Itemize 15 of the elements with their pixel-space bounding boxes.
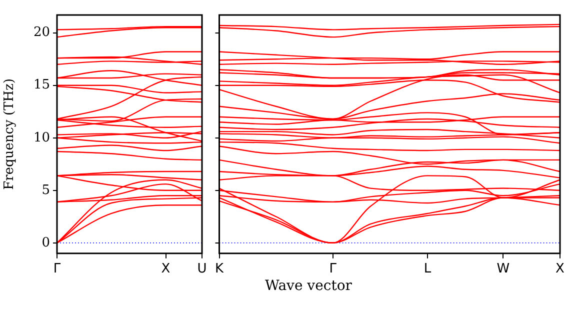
y-tick-label: 5 — [42, 182, 50, 198]
x-tick-label: Γ — [53, 262, 62, 277]
y-tick-label: 15 — [33, 78, 50, 93]
x-tick-label: Γ — [329, 262, 338, 277]
x-tick-label: X — [556, 262, 565, 277]
x-axis-title: Wave vector — [264, 278, 353, 294]
x-tick-label: L — [424, 262, 432, 277]
y-tick-label: 10 — [33, 130, 50, 146]
x-tick-label: U — [197, 262, 207, 277]
x-tick-label: W — [496, 262, 510, 277]
x-tick-label: X — [161, 262, 170, 277]
y-axis-title: Frequency (THz) — [2, 78, 18, 190]
x-tick-label: K — [214, 262, 224, 277]
y-tick-label: 20 — [33, 25, 50, 40]
y-tick-label: 0 — [42, 235, 50, 250]
